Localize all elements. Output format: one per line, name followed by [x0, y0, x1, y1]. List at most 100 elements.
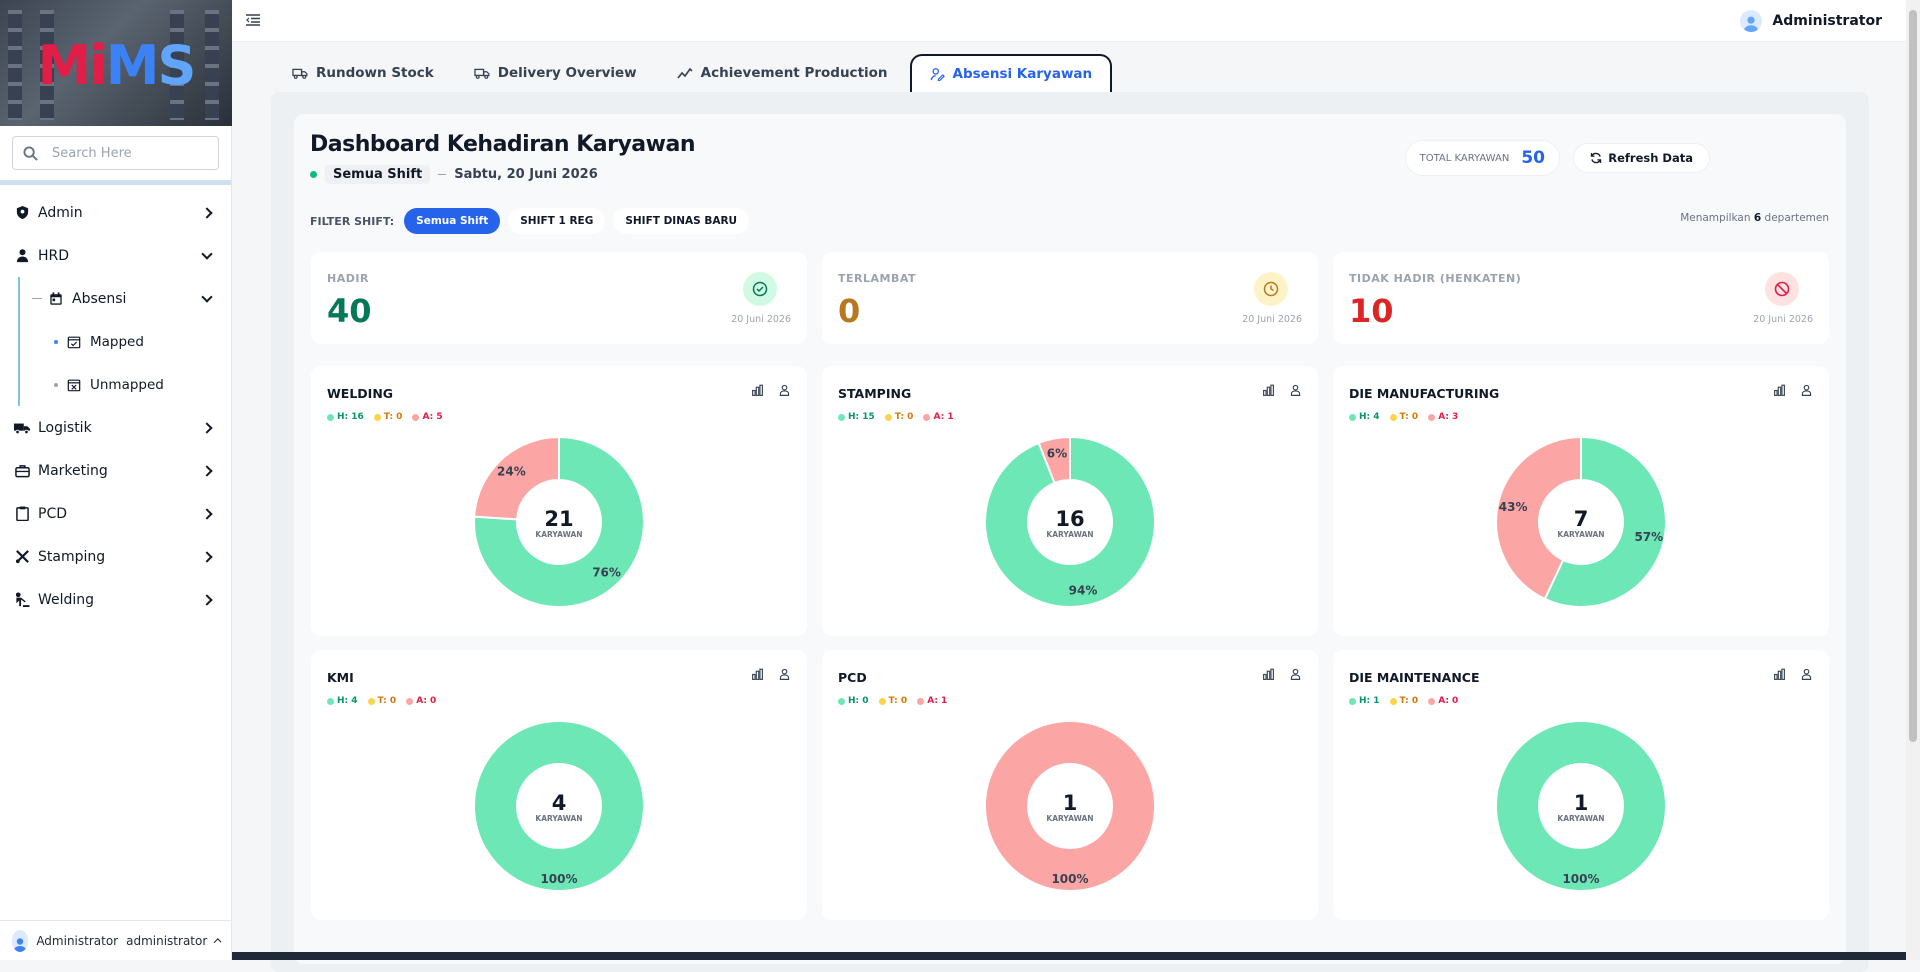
- separator-dash: [438, 174, 446, 175]
- filter-shift-dinas-baru[interactable]: SHIFT DINAS BARU: [613, 208, 749, 234]
- tab-achievement-production[interactable]: Achievement Production: [659, 54, 906, 92]
- filter-semua-shift[interactable]: Semua Shift: [404, 208, 500, 234]
- refresh-button[interactable]: Refresh Data: [1573, 143, 1710, 173]
- legend-value: A: 1: [927, 696, 947, 706]
- slice-percent-label: 100%: [540, 872, 577, 886]
- sidebar-item-unmapped[interactable]: Unmapped: [20, 363, 231, 406]
- slice-percent-label: 57%: [1634, 530, 1663, 544]
- sidebar-item-marketing[interactable]: Marketing: [0, 449, 231, 492]
- sidebar-divider: [0, 180, 231, 185]
- sidebar-item-admin[interactable]: Admin: [0, 191, 231, 234]
- user-menu[interactable]: Administrator: [1740, 10, 1882, 32]
- stat-card-terlambat: TERLAMBAT 0 20 Juni 2026: [822, 252, 1318, 344]
- legend-absent: A: 3: [1428, 412, 1458, 422]
- sidebar-nav: Admin HRD Absensi Mapped Unma: [0, 191, 231, 621]
- bar-chart-icon[interactable]: [1773, 668, 1786, 681]
- card-actions: [1773, 384, 1813, 397]
- tab-delivery-overview[interactable]: Delivery Overview: [456, 54, 655, 92]
- tab-label: Achievement Production: [701, 65, 888, 81]
- topbar: Administrator: [232, 0, 1920, 42]
- donut-center-label: KARYAWAN: [535, 530, 582, 539]
- legend-terlambat: T: 0: [1390, 412, 1419, 422]
- search-icon: [23, 146, 38, 161]
- scrollbar-thumb[interactable]: [1909, 10, 1917, 742]
- legend-hadir: H: 4: [1349, 412, 1380, 422]
- bar-chart-icon[interactable]: [751, 668, 764, 681]
- org-user-icon[interactable]: [1289, 668, 1302, 681]
- legend-hadir: H: 1: [1349, 696, 1380, 706]
- donut-center-label: KARYAWAN: [1557, 814, 1604, 823]
- donut-center-count: 1: [1063, 791, 1078, 815]
- org-user-icon[interactable]: [1800, 384, 1813, 397]
- card-actions: [1773, 668, 1813, 681]
- org-user-icon[interactable]: [1289, 384, 1302, 397]
- stat-date: 20 Juni 2026: [1753, 314, 1813, 325]
- sidebar-item-welding[interactable]: Welding: [0, 578, 231, 621]
- sidebar-item-absensi[interactable]: Absensi: [20, 277, 231, 320]
- legend-terlambat: T: 0: [368, 696, 397, 706]
- slice-percent-label: 100%: [1051, 872, 1088, 886]
- bar-chart-icon[interactable]: [751, 384, 764, 397]
- filter-shift-1-reg[interactable]: SHIFT 1 REG: [508, 208, 605, 234]
- sidebar-item-label: Absensi: [72, 291, 203, 307]
- sidebar-item-label: Admin: [38, 205, 203, 221]
- hrd-submenu: Absensi Mapped Unmapped: [18, 277, 231, 406]
- stat-value: 10: [1349, 292, 1394, 330]
- stat-value: 40: [327, 292, 372, 330]
- org-user-icon[interactable]: [1800, 668, 1813, 681]
- stat-card-hadir: HADIR 40 20 Juni 2026: [311, 252, 807, 344]
- donut-center-count: 16: [1055, 507, 1084, 531]
- bar-chart-icon[interactable]: [1262, 668, 1275, 681]
- scrollbar[interactable]: [1906, 0, 1920, 960]
- org-user-icon[interactable]: [778, 668, 791, 681]
- menu-toggle-icon[interactable]: [246, 14, 260, 26]
- legend-value: T: 0: [378, 696, 397, 706]
- sidebar-item-mapped[interactable]: Mapped: [20, 320, 231, 363]
- tab-rundown-stock[interactable]: Rundown Stock: [274, 54, 452, 92]
- department-title: PCD: [838, 670, 867, 685]
- legend-value: A: 5: [422, 412, 442, 422]
- legend-value: T: 0: [384, 412, 403, 422]
- department-count-text: Menampilkan 6 departemen: [1680, 212, 1829, 224]
- shift-badge: Semua Shift: [325, 165, 430, 184]
- sidebar-item-label: Mapped: [90, 334, 217, 350]
- bar-chart-icon[interactable]: [1262, 384, 1275, 397]
- sidebar-item-label: Marketing: [38, 463, 203, 479]
- total-karyawan-badge: TOTAL KARYAWAN 50: [1405, 140, 1560, 176]
- check-circle-icon: [743, 272, 777, 306]
- tab-label: Delivery Overview: [498, 65, 637, 81]
- chevron-right-icon: [201, 422, 212, 433]
- sidebar-item-logistik[interactable]: Logistik: [0, 406, 231, 449]
- sidebar-user-footer[interactable]: Administrator administrator: [0, 920, 232, 960]
- chevron-up-icon: [214, 938, 222, 946]
- slice-percent-label: 43%: [1499, 500, 1528, 514]
- tab-absensi-karyawan[interactable]: Absensi Karyawan: [910, 54, 1113, 92]
- bar-chart-icon[interactable]: [1773, 384, 1786, 397]
- slice-percent-label: 94%: [1069, 583, 1098, 597]
- sidebar-item-pcd[interactable]: PCD: [0, 492, 231, 535]
- stat-value: 0: [838, 292, 860, 330]
- chevron-right-icon: [201, 207, 212, 218]
- truck-icon: [292, 67, 308, 79]
- admin-shield-icon: [14, 205, 30, 221]
- footer-user-name: Administrator: [36, 934, 118, 948]
- legend-value: T: 0: [1400, 412, 1419, 422]
- sidebar-item-hrd[interactable]: HRD: [0, 234, 231, 277]
- logo-text: MiMS: [0, 34, 232, 97]
- org-user-icon[interactable]: [778, 384, 791, 397]
- app-logo[interactable]: MiMS: [0, 0, 232, 126]
- calendar-icon: [48, 291, 64, 307]
- legend-value: H: 1: [1359, 696, 1380, 706]
- search-input[interactable]: Search Here: [12, 136, 219, 170]
- sidebar-item-stamping[interactable]: Stamping: [0, 535, 231, 578]
- legend-hadir: H: 4: [327, 696, 358, 706]
- refresh-label: Refresh Data: [1608, 151, 1693, 165]
- tools-icon: [14, 549, 30, 565]
